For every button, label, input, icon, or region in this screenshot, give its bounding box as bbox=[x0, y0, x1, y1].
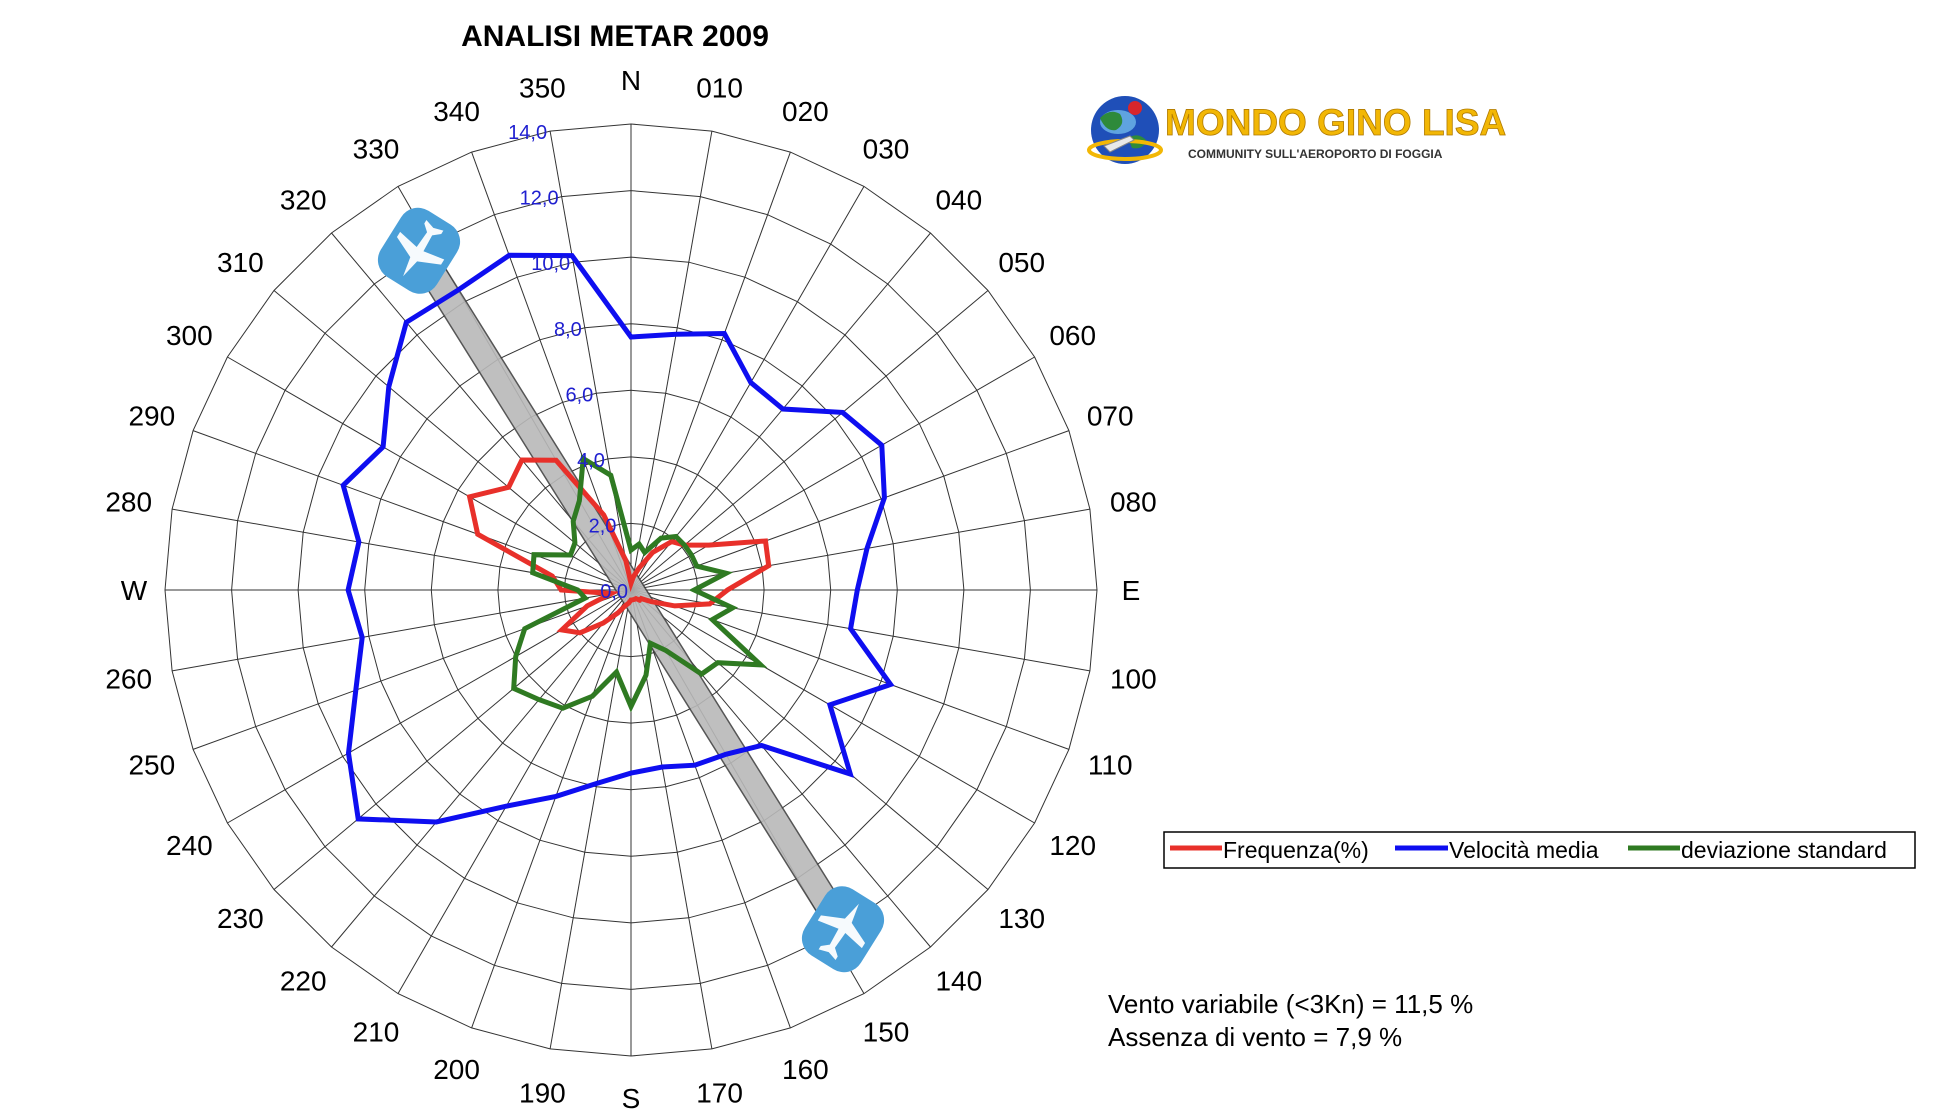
radial-tick-label: 10,0 bbox=[531, 253, 570, 275]
direction-label: 260 bbox=[105, 664, 152, 695]
grid-spoke-7 bbox=[630, 430, 1070, 591]
legend-label-frequenza: Frequenza(%) bbox=[1223, 837, 1369, 863]
legend-label-velocita: Velocità media bbox=[1449, 837, 1599, 863]
radial-tick-label: 2,0 bbox=[589, 515, 617, 537]
direction-label: 280 bbox=[105, 486, 152, 517]
series-line-2 bbox=[511, 454, 768, 713]
chart-title: ANALISI METAR 2009 bbox=[461, 20, 769, 53]
series-line-1 bbox=[340, 252, 895, 825]
grid-spoke-29 bbox=[192, 430, 632, 591]
grid-spoke-19 bbox=[549, 589, 632, 1049]
direction-label: 190 bbox=[519, 1077, 566, 1108]
series-layer bbox=[340, 252, 895, 825]
radial-tick-label: 0,0 bbox=[600, 581, 628, 603]
direction-label: 080 bbox=[1110, 486, 1157, 517]
direction-label: 210 bbox=[353, 1017, 400, 1048]
direction-label: 150 bbox=[863, 1017, 910, 1048]
grid-spoke-31 bbox=[273, 290, 632, 591]
grid-spoke-30 bbox=[227, 356, 632, 591]
direction-label: 290 bbox=[128, 401, 175, 432]
series-line-0 bbox=[466, 457, 772, 636]
direction-label: 170 bbox=[696, 1077, 743, 1108]
direction-label: 020 bbox=[782, 96, 829, 127]
direction-label: 250 bbox=[128, 749, 175, 780]
cardinal-label-n: N bbox=[621, 65, 641, 96]
direction-label: 130 bbox=[998, 903, 1045, 934]
grid-spoke-11 bbox=[630, 589, 1070, 750]
direction-label: 070 bbox=[1087, 401, 1134, 432]
direction-label: 110 bbox=[1088, 749, 1133, 780]
legend-box bbox=[1163, 831, 1916, 869]
globe-icon bbox=[1087, 96, 1163, 164]
cardinal-label-e: E bbox=[1122, 575, 1141, 606]
grid-spoke-35 bbox=[549, 131, 632, 591]
grid-spoke-5 bbox=[630, 290, 989, 591]
direction-label: 140 bbox=[935, 966, 982, 997]
grid-spoke-26 bbox=[172, 589, 632, 672]
legend: Frequenza(%) Velocità media deviazione s… bbox=[1163, 831, 1916, 869]
grid-spoke-2 bbox=[630, 151, 791, 591]
legend-label-deviazione: deviazione standard bbox=[1681, 837, 1887, 863]
radial-tick-label: 12,0 bbox=[520, 188, 559, 210]
direction-label: 220 bbox=[280, 966, 327, 997]
grid-spoke-17 bbox=[630, 589, 713, 1049]
airplane-icon bbox=[817, 903, 866, 960]
direction-label: 320 bbox=[280, 184, 327, 215]
grid-spoke-20 bbox=[471, 589, 632, 1029]
radial-tick-label: 14,0 bbox=[508, 122, 547, 144]
grid-spoke-22 bbox=[331, 589, 632, 948]
direction-label: 240 bbox=[166, 830, 213, 861]
grid-spoke-16 bbox=[630, 589, 791, 1029]
grid-spoke-25 bbox=[192, 589, 632, 750]
grid-spoke-23 bbox=[273, 589, 632, 890]
airplane-icon bbox=[396, 220, 445, 277]
grid-spoke-28 bbox=[172, 508, 632, 591]
grid-spoke-1 bbox=[630, 131, 713, 591]
runway-end-icon-south bbox=[801, 886, 885, 973]
radial-tick-label: 4,0 bbox=[577, 450, 605, 472]
direction-label: 040 bbox=[935, 184, 982, 215]
grid-spoke-6 bbox=[630, 356, 1035, 591]
direction-label: 060 bbox=[1049, 320, 1096, 351]
direction-label: 100 bbox=[1110, 664, 1157, 695]
direction-label: 330 bbox=[353, 133, 400, 164]
logo-subtitle: COMMUNITY SULL'AEROPORTO DI FOGGIA bbox=[1188, 147, 1443, 161]
grid-spoke-3 bbox=[630, 186, 865, 591]
direction-label: 350 bbox=[519, 73, 566, 104]
grid-spoke-4 bbox=[630, 232, 931, 591]
direction-label: 310 bbox=[217, 247, 264, 278]
logo: MONDO GINO LISA COMMUNITY SULL'AEROPORTO… bbox=[1087, 96, 1507, 164]
grid-spoke-13 bbox=[630, 589, 989, 890]
radial-tick-label: 8,0 bbox=[554, 319, 582, 341]
cardinal-label-s: S bbox=[622, 1083, 641, 1114]
grid-spoke-21 bbox=[397, 589, 632, 994]
direction-label: 050 bbox=[998, 247, 1045, 278]
direction-label: 340 bbox=[433, 96, 480, 127]
direction-label: 120 bbox=[1049, 830, 1096, 861]
radial-tick-labels: 0,0 2,0 4,0 6,0 8,0 10,0 12,0 14,0 bbox=[508, 122, 628, 603]
logo-title: MONDO GINO LISA bbox=[1165, 102, 1506, 143]
direction-label: 200 bbox=[433, 1054, 480, 1085]
grid-spoke-8 bbox=[630, 508, 1090, 591]
direction-label: 010 bbox=[696, 73, 743, 104]
runway-end-icon-north bbox=[377, 207, 461, 294]
direction-label: 300 bbox=[166, 320, 213, 351]
cardinal-label-w: W bbox=[121, 575, 148, 606]
direction-labels: 010 020 030 040 050 060 070 080 100 110 120 130 140 1… bbox=[105, 65, 1156, 1114]
direction-label: 160 bbox=[782, 1054, 829, 1085]
note-no-wind: Assenza di vento = 7,9 % bbox=[1108, 1022, 1402, 1052]
direction-label: 230 bbox=[217, 903, 264, 934]
note-variable-wind: Vento variabile (<3Kn) = 11,5 % bbox=[1108, 989, 1473, 1019]
radial-tick-label: 6,0 bbox=[565, 384, 593, 406]
direction-label: 030 bbox=[863, 133, 910, 164]
